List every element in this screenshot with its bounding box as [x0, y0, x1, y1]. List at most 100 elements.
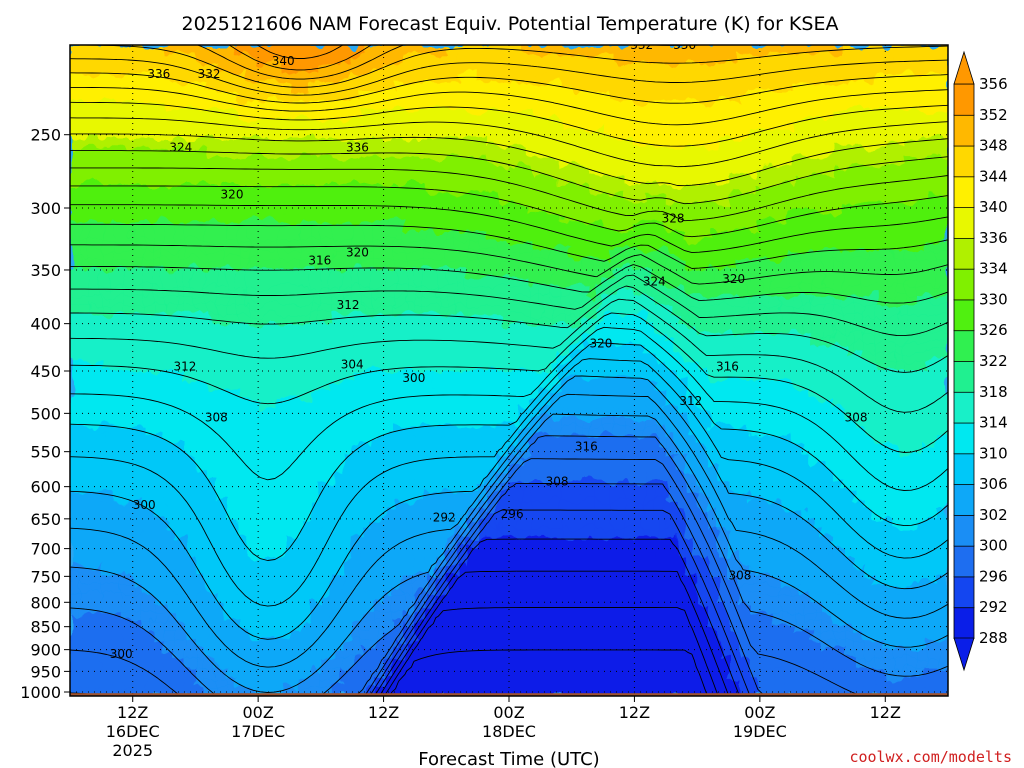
field-cell [247, 398, 259, 409]
field-cell [331, 119, 343, 130]
field-cell [540, 389, 552, 399]
field-cell [759, 472, 771, 483]
field-cell [770, 277, 782, 288]
field-cell [874, 547, 886, 558]
field-cell [341, 472, 353, 483]
field-cell [571, 249, 583, 260]
field-cell [937, 296, 948, 306]
field-cell [749, 184, 761, 195]
field-cell [446, 454, 458, 465]
field-cell [498, 128, 510, 139]
field-cell [122, 398, 134, 409]
field-cell [268, 342, 280, 353]
field-cell [435, 286, 447, 297]
field-cell [853, 138, 865, 148]
field-cell [749, 63, 761, 74]
field-cell [812, 203, 824, 213]
field-cell [676, 444, 688, 455]
field-cell [749, 268, 761, 279]
field-cell [822, 63, 834, 74]
field-cell [122, 231, 134, 241]
field-cell [216, 584, 228, 595]
field-cell [550, 314, 562, 325]
field-cell [571, 519, 583, 530]
field-cell [801, 379, 813, 390]
field-cell [843, 361, 855, 372]
field-cell [279, 435, 291, 446]
field-cell [101, 268, 113, 279]
field-cell [812, 156, 824, 167]
field-cell [164, 482, 176, 492]
field-cell [686, 565, 698, 576]
field-cell [550, 342, 562, 353]
field-cell [780, 407, 792, 418]
field-cell [874, 277, 886, 288]
field-cell [738, 398, 751, 409]
field-cell [791, 240, 803, 251]
field-cell [529, 482, 541, 492]
field-cell [279, 165, 291, 176]
field-cell [488, 500, 500, 511]
field-cell [728, 203, 740, 213]
field-cell [874, 324, 886, 334]
field-cell [216, 398, 228, 409]
field-cell [927, 333, 939, 344]
field-cell [352, 110, 364, 120]
field-cell [70, 147, 82, 158]
field-cell [373, 221, 385, 232]
field-cell [414, 426, 426, 437]
field-cell [592, 258, 604, 269]
field-cell [456, 398, 468, 409]
field-cell [853, 379, 865, 390]
field-cell [571, 463, 583, 474]
field-cell [707, 147, 719, 158]
field-cell [833, 491, 845, 502]
field-cell [623, 528, 636, 539]
field-cell [394, 417, 406, 427]
field-cell [916, 305, 928, 316]
field-cell [864, 165, 876, 176]
field-cell [738, 463, 751, 474]
field-cell [446, 537, 458, 548]
field-cell [540, 286, 552, 297]
field-cell [561, 547, 573, 558]
field-cell [812, 277, 824, 288]
field-cell [885, 54, 897, 65]
field-cell [446, 324, 458, 334]
field-cell [184, 193, 197, 204]
field-cell [791, 389, 803, 399]
field-cell [435, 500, 447, 511]
field-cell [655, 435, 667, 446]
field-cell [258, 119, 270, 130]
field-cell [226, 91, 238, 102]
field-cell [874, 472, 886, 483]
field-cell [299, 268, 312, 279]
field-cell [509, 584, 521, 595]
field-cell [843, 472, 855, 483]
field-cell [937, 333, 948, 344]
field-cell [613, 110, 625, 120]
field-cell [529, 575, 541, 585]
field-cell [529, 212, 541, 223]
field-cell [132, 491, 144, 502]
field-cell [937, 500, 948, 511]
field-cell [226, 528, 238, 539]
field-cell [801, 491, 813, 502]
field-cell [644, 351, 656, 362]
field-cell [833, 231, 845, 241]
field-cell [550, 128, 562, 139]
field-cell [759, 491, 771, 502]
field-cell [738, 370, 751, 381]
field-cell [446, 82, 458, 93]
field-cell [780, 72, 792, 83]
field-cell [759, 82, 771, 93]
field-cell [394, 333, 406, 344]
field-cell [404, 100, 416, 111]
field-cell [174, 268, 186, 279]
field-cell [822, 184, 834, 195]
field-cell [488, 193, 500, 204]
field-cell [801, 314, 813, 325]
field-cell [80, 175, 92, 186]
field-cell [164, 305, 176, 316]
field-cell [822, 314, 834, 325]
